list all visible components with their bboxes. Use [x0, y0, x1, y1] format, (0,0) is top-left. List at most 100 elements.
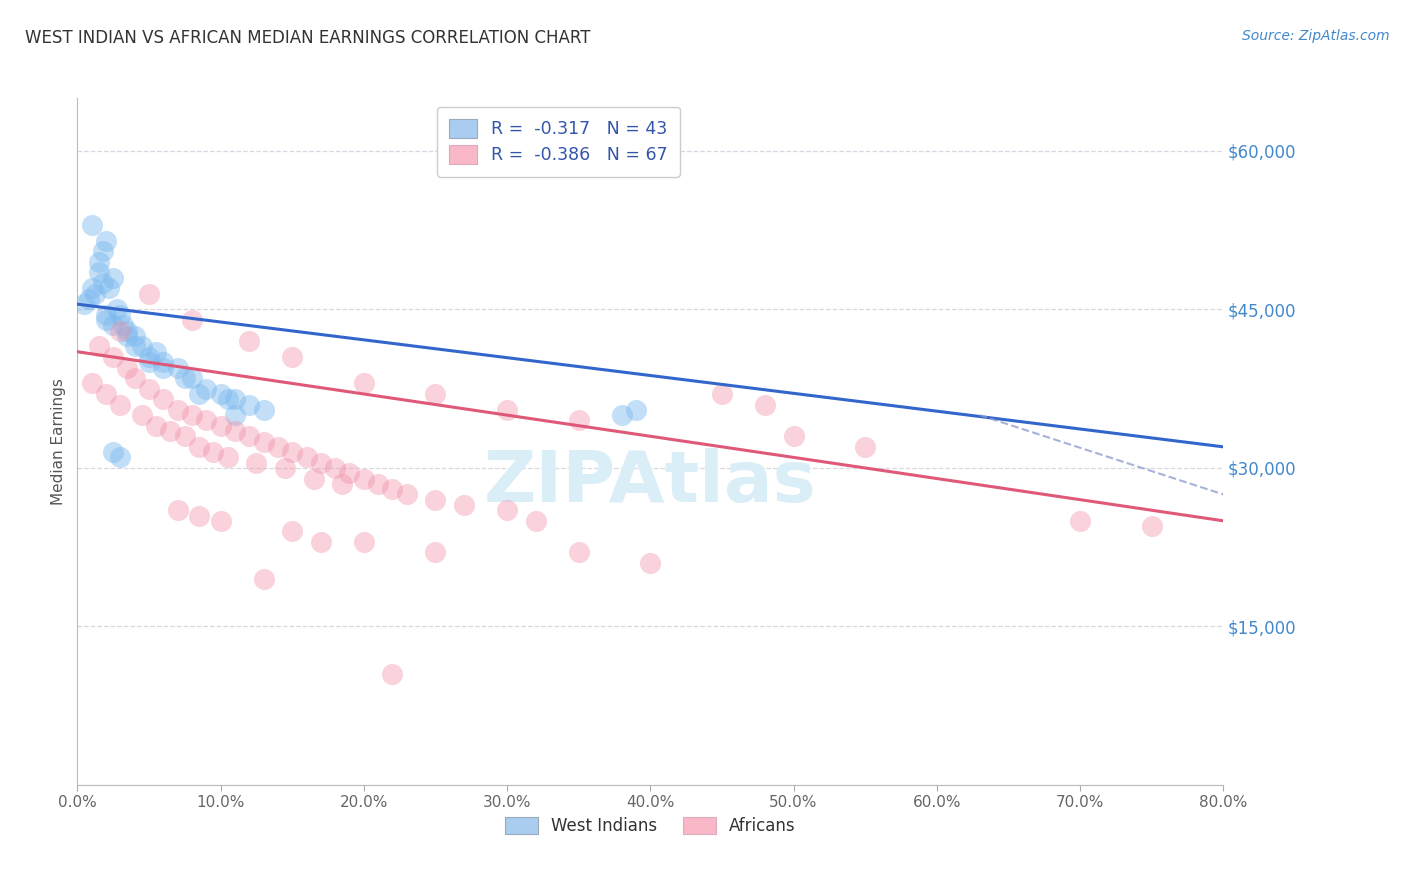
Legend: West Indians, Africans: West Indians, Africans	[498, 810, 803, 842]
Point	[166, 402, 188, 417]
Point	[496, 402, 519, 417]
Point	[124, 329, 146, 343]
Point	[710, 387, 733, 401]
Point	[124, 371, 146, 385]
Point	[152, 355, 174, 369]
Point	[101, 445, 124, 459]
Point	[94, 387, 117, 401]
Point	[110, 398, 132, 412]
Point	[138, 286, 160, 301]
Point	[173, 371, 195, 385]
Point	[302, 471, 325, 485]
Point	[853, 440, 876, 454]
Point	[238, 398, 260, 412]
Point	[87, 265, 110, 279]
Point	[188, 508, 211, 523]
Point	[252, 572, 274, 586]
Point	[281, 524, 304, 539]
Point	[209, 418, 232, 433]
Point	[107, 302, 129, 317]
Point	[110, 450, 132, 465]
Point	[238, 334, 260, 348]
Point	[188, 440, 211, 454]
Point	[138, 355, 160, 369]
Point	[381, 667, 404, 681]
Point	[117, 324, 139, 338]
Point	[353, 376, 375, 391]
Point	[209, 514, 232, 528]
Point	[224, 424, 246, 438]
Point	[117, 329, 139, 343]
Point	[425, 387, 447, 401]
Point	[110, 308, 132, 322]
Point	[145, 418, 167, 433]
Point	[245, 456, 267, 470]
Point	[309, 456, 332, 470]
Point	[138, 350, 160, 364]
Point	[381, 482, 404, 496]
Point	[568, 545, 591, 559]
Point	[224, 408, 246, 422]
Point	[238, 429, 260, 443]
Point	[425, 545, 447, 559]
Point	[94, 308, 117, 322]
Point	[217, 392, 239, 407]
Text: Source: ZipAtlas.com: Source: ZipAtlas.com	[1241, 29, 1389, 43]
Point	[353, 471, 375, 485]
Point	[80, 281, 103, 295]
Text: WEST INDIAN VS AFRICAN MEDIAN EARNINGS CORRELATION CHART: WEST INDIAN VS AFRICAN MEDIAN EARNINGS C…	[25, 29, 591, 46]
Point	[110, 324, 132, 338]
Point	[339, 467, 361, 481]
Point	[496, 503, 519, 517]
Point	[425, 492, 447, 507]
Point	[610, 408, 633, 422]
Point	[94, 234, 117, 248]
Point	[180, 408, 204, 422]
Point	[1140, 519, 1163, 533]
Point	[782, 429, 804, 443]
Point	[209, 387, 232, 401]
Point	[367, 476, 389, 491]
Point	[138, 382, 160, 396]
Point	[453, 498, 475, 512]
Point	[152, 392, 174, 407]
Point	[252, 434, 274, 449]
Point	[754, 398, 776, 412]
Point	[166, 360, 188, 375]
Point	[101, 350, 124, 364]
Point	[87, 255, 110, 269]
Point	[117, 360, 139, 375]
Point	[188, 387, 211, 401]
Point	[159, 424, 181, 438]
Point	[524, 514, 547, 528]
Point	[101, 318, 124, 333]
Point	[323, 461, 346, 475]
Point	[166, 503, 188, 517]
Point	[112, 318, 135, 333]
Point	[353, 535, 375, 549]
Point	[173, 429, 195, 443]
Point	[87, 339, 110, 353]
Point	[180, 371, 204, 385]
Point	[124, 339, 146, 353]
Point	[83, 286, 105, 301]
Point	[252, 402, 274, 417]
Point	[274, 461, 297, 475]
Point	[131, 339, 153, 353]
Point	[309, 535, 332, 549]
Point	[295, 450, 318, 465]
Point	[77, 292, 100, 306]
Point	[568, 413, 591, 427]
Point	[395, 487, 418, 501]
Point	[330, 476, 353, 491]
Point	[73, 297, 96, 311]
Point	[180, 313, 204, 327]
Text: ZIPAtlas: ZIPAtlas	[484, 449, 817, 517]
Point	[640, 556, 662, 570]
Point	[80, 376, 103, 391]
Y-axis label: Median Earnings: Median Earnings	[51, 378, 66, 505]
Point	[145, 344, 167, 359]
Point	[281, 350, 304, 364]
Point	[101, 270, 124, 285]
Point	[97, 281, 120, 295]
